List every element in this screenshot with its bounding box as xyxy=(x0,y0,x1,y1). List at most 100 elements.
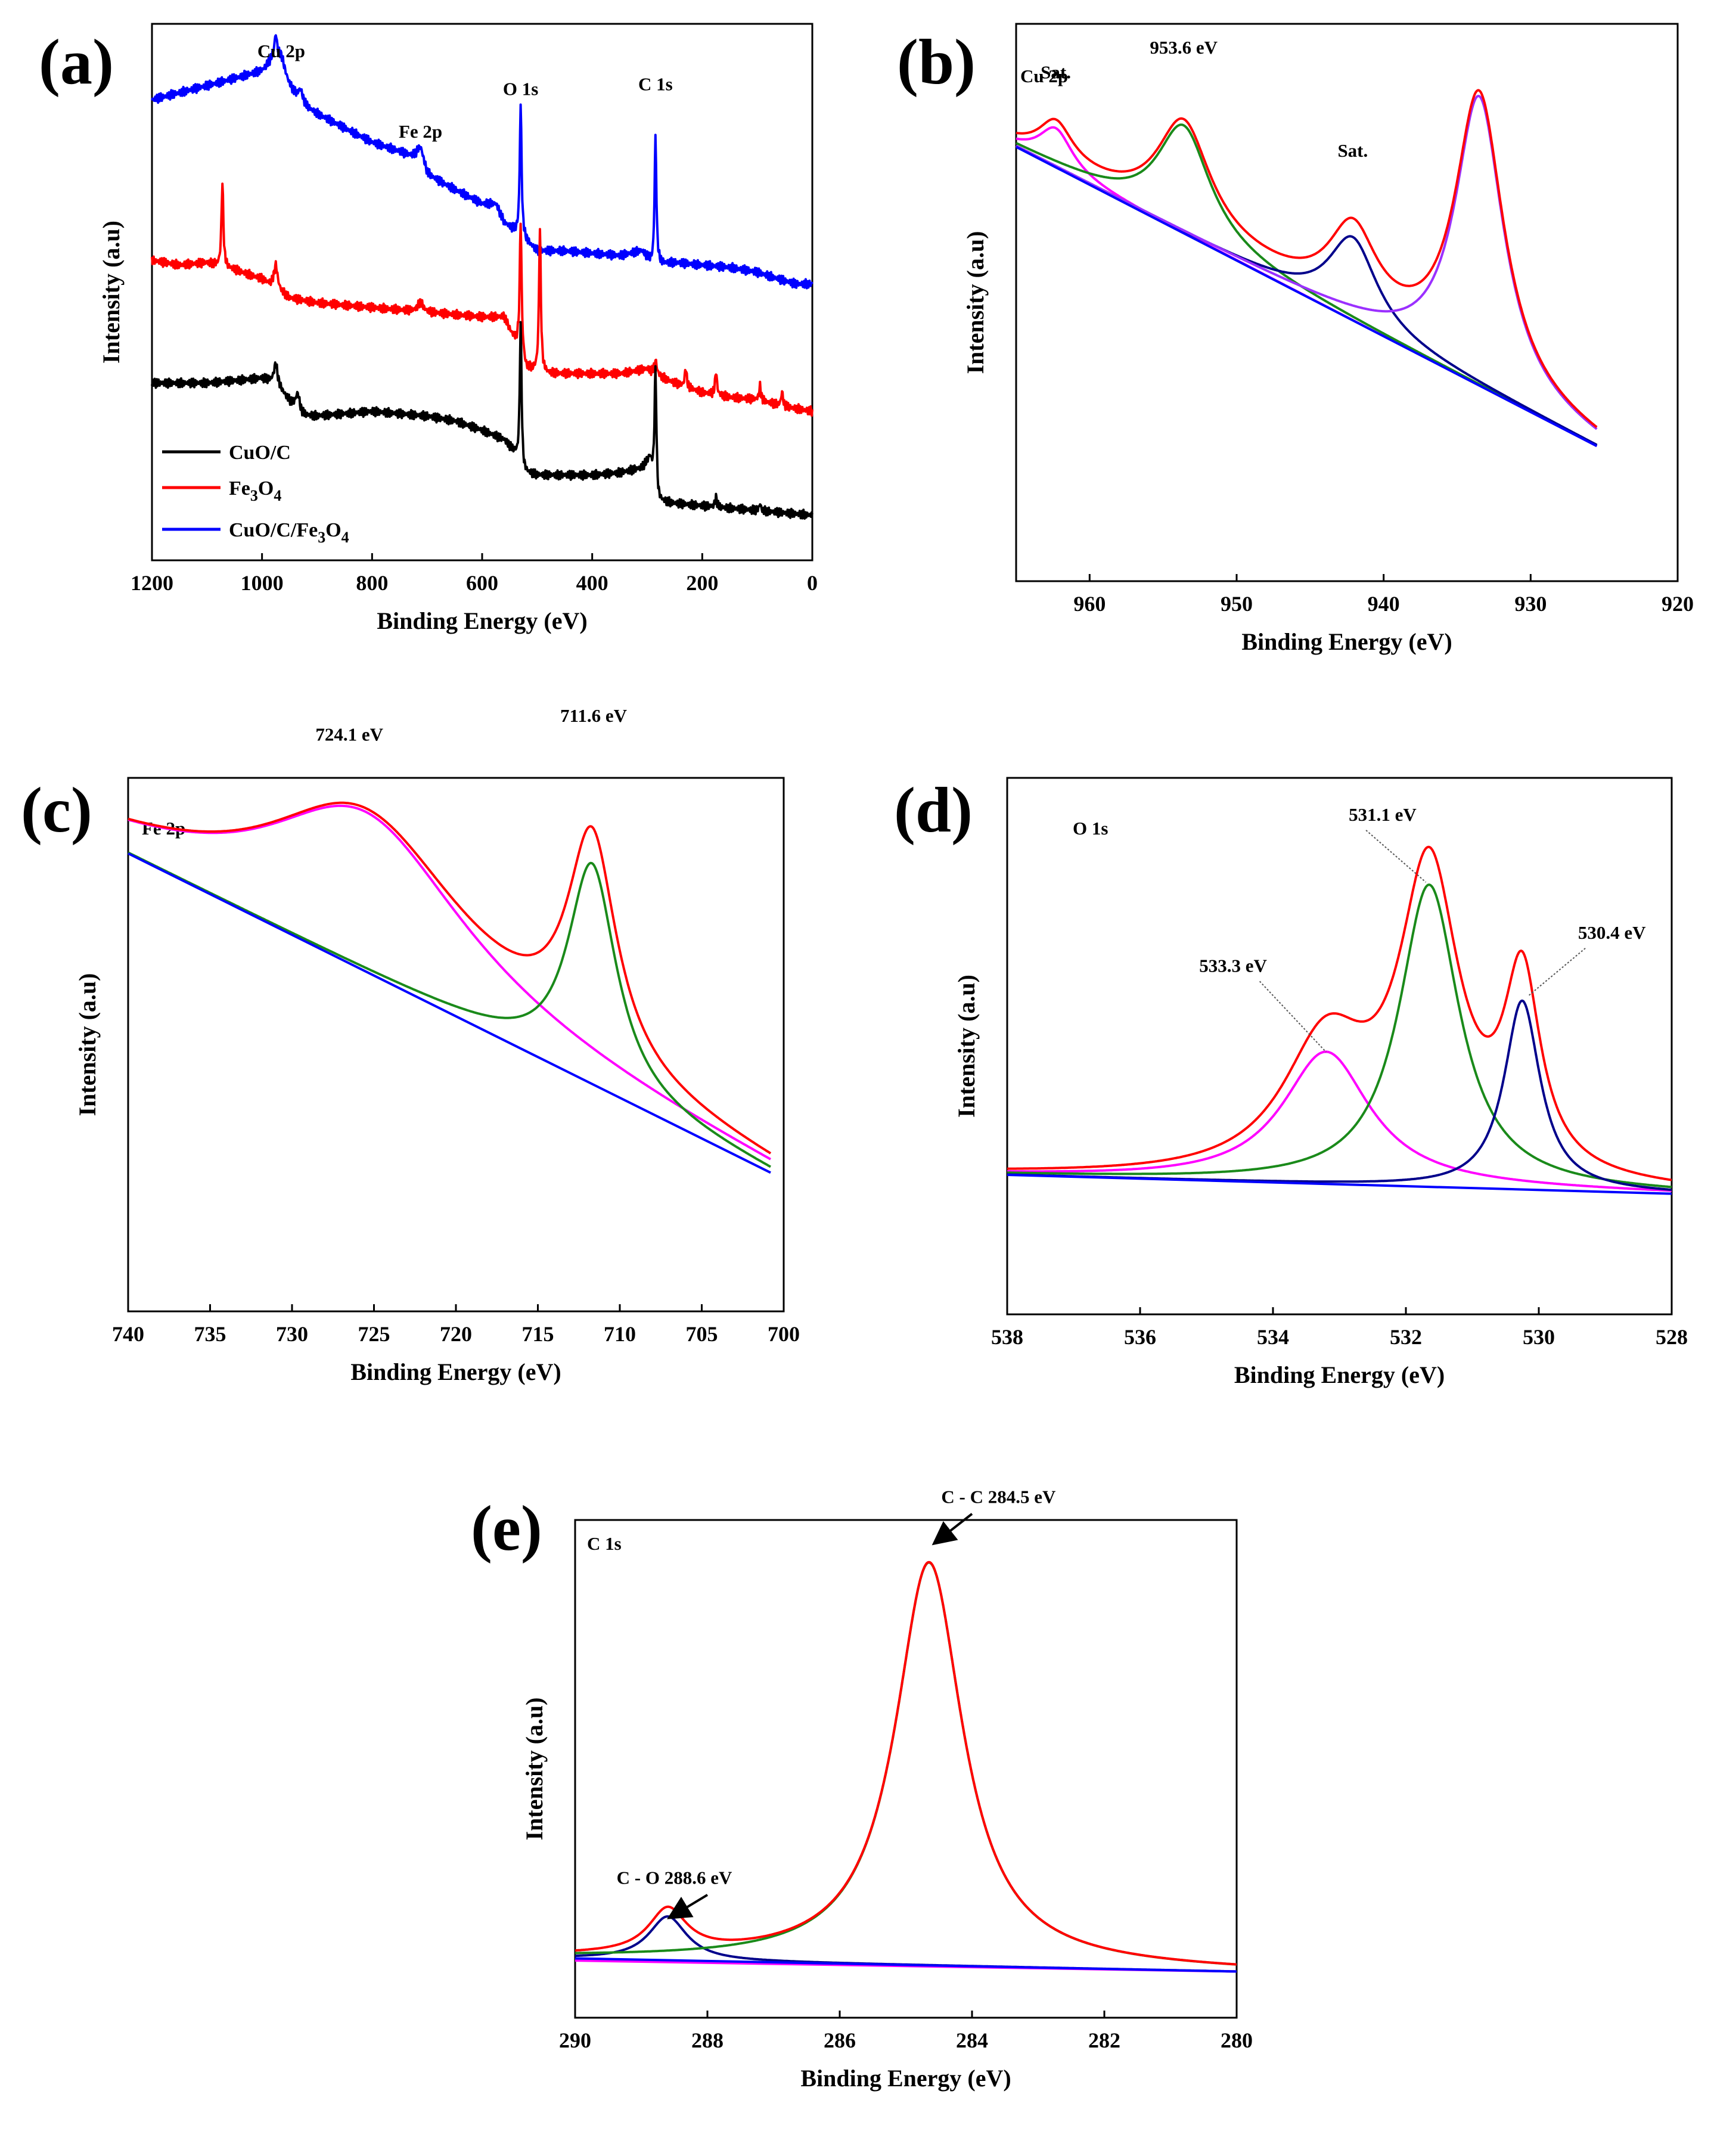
legend-label-cuo-c-fe3o4: CuO/C/Fe3O4 xyxy=(229,519,349,546)
series-line-cuo-c xyxy=(151,321,813,520)
envelope-curve xyxy=(1007,845,1672,1181)
series-line-fe3o4 xyxy=(151,182,813,417)
panel-c-fe2p-spectrum: (c) Fe 2p Intensity (a.u) Binding Energy… xyxy=(21,705,800,1385)
panel-b-x-axis-title: Binding Energy (eV) xyxy=(1241,628,1452,655)
component-curve-711-6-ev xyxy=(128,851,771,1168)
x-tick-label: 534 xyxy=(1257,1325,1289,1349)
panel-b-y-axis-title: Intensity (a.u) xyxy=(962,231,989,374)
panel-e-x-axis-title: Binding Energy (eV) xyxy=(800,2065,1011,2092)
peak-annotation: 531.1 eV xyxy=(1349,804,1417,825)
arrow-c-c xyxy=(931,1513,973,1546)
peak-annotation: 953.6 eV xyxy=(1150,37,1218,58)
panel-e-y-axis-title: Intensity (a.u) xyxy=(521,1697,548,1840)
x-tick-label: 280 xyxy=(1221,2028,1253,2052)
x-tick-label: 735 xyxy=(194,1322,226,1346)
x-tick-label: 715 xyxy=(522,1322,554,1346)
arrow-c-o xyxy=(667,1894,709,1919)
x-tick-label: 528 xyxy=(1656,1325,1688,1349)
panel-d-letter: (d) xyxy=(894,775,973,846)
x-tick-label: 700 xyxy=(768,1322,800,1346)
panel-e-c1s-spectrum: (e) C 1s Intensity (a.u) Binding Energy … xyxy=(471,1486,1253,2092)
x-tick-label: 1200 xyxy=(131,571,173,595)
peak-annotation: C - C 284.5 eV xyxy=(941,1486,1056,1507)
x-tick-label: 288 xyxy=(691,2028,724,2052)
panel-c-letter: (c) xyxy=(21,775,92,846)
x-tick-label: 710 xyxy=(604,1322,636,1346)
x-tick-label: 600 xyxy=(466,571,498,595)
x-tick-label: 950 xyxy=(1221,592,1253,616)
peak-annotation: Fe 2p xyxy=(399,121,442,142)
panel-a-legend: CuO/C Fe3O4 CuO/C/Fe3O4 xyxy=(162,442,349,546)
panel-a-letter: (a) xyxy=(39,27,114,98)
x-tick-label: 530 xyxy=(1523,1325,1555,1349)
panel-b-title: Cu 2p xyxy=(1020,66,1068,86)
panel-frame xyxy=(1006,777,1673,1316)
peak-annotation: C 1s xyxy=(638,74,673,95)
x-tick-label: 730 xyxy=(276,1322,308,1346)
component-curve-531-1-ev xyxy=(1007,883,1672,1189)
peak-annotation: 711.6 eV xyxy=(560,705,628,726)
peak-annotation: Sat. xyxy=(1041,61,1071,82)
panel-a-survey-spectrum: (a) Intensity (a.u) Binding Energy (eV) … xyxy=(39,23,818,634)
peak-annotation: Cu 2p xyxy=(257,41,305,61)
x-tick-label: 720 xyxy=(440,1322,472,1346)
annotations: Cu 2p Fe 2p O 1s C 1s xyxy=(257,41,673,142)
envelope-curve xyxy=(1016,89,1598,429)
panel-d-o1s-spectrum: (d) O 1s Intensity (a.u) Binding Energy … xyxy=(894,775,1688,1388)
leader-line-530 xyxy=(1528,948,1586,996)
panel-e-title: C 1s xyxy=(587,1533,622,1554)
x-tick-label: 400 xyxy=(576,571,608,595)
x-tick-label: 930 xyxy=(1514,592,1547,616)
x-tick-label: 740 xyxy=(112,1322,144,1346)
x-tick-label: 284 xyxy=(956,2028,988,2052)
x-tick-label: 290 xyxy=(559,2028,591,2052)
x-tick-label: 1000 xyxy=(241,571,284,595)
x-tick-label: 200 xyxy=(686,571,718,595)
annotations: 724.1 eV 711.6 eV xyxy=(315,705,627,745)
x-tick-label: 282 xyxy=(1088,2028,1120,2052)
x-tick-label: 536 xyxy=(1124,1325,1156,1349)
panel-c-y-axis-title: Intensity (a.u) xyxy=(74,973,101,1116)
background-line xyxy=(1016,145,1598,448)
x-tick-label: 960 xyxy=(1073,592,1106,616)
panel-d-y-axis-title: Intensity (a.u) xyxy=(953,975,980,1118)
x-tick-label: 532 xyxy=(1390,1325,1422,1349)
leader-line-531 xyxy=(1365,830,1427,883)
component-curve-724-1-ev xyxy=(128,804,771,1161)
curves xyxy=(575,1561,1237,1973)
peak-annotation: 724.1 eV xyxy=(315,724,383,745)
envelope-curve xyxy=(575,1561,1237,1966)
curves xyxy=(1007,845,1672,1195)
curves xyxy=(151,34,813,520)
series-line-cuo-c-fe3o4 xyxy=(151,34,813,290)
peak-annotation: 530.4 eV xyxy=(1578,922,1646,943)
panel-b-letter: (b) xyxy=(897,27,976,98)
panel-d-title: O 1s xyxy=(1073,818,1108,839)
annotations: 531.1 eV 533.3 eV 530.4 eV xyxy=(1199,804,1646,976)
peak-annotation: 533.3 eV xyxy=(1199,955,1267,976)
legend-label-fe3o4: Fe3O4 xyxy=(229,477,281,504)
x-tick-label: 800 xyxy=(356,571,388,595)
legend-label-cuo-c: CuO/C xyxy=(229,442,291,464)
annotations: C - C 284.5 eV C - O 288.6 eV xyxy=(617,1486,1056,1888)
envelope-curve xyxy=(128,801,772,1155)
panel-b-cu2p-spectrum: (b) Cu 2p Intensity (a.u) Binding Energy… xyxy=(897,23,1694,655)
panel-frame xyxy=(574,1519,1238,2019)
peak-annotation: Sat. xyxy=(1337,140,1368,161)
panel-e-letter: (e) xyxy=(471,1493,542,1564)
panel-c-x-axis-title: Binding Energy (eV) xyxy=(350,1358,561,1385)
x-tick-label: 725 xyxy=(358,1322,390,1346)
x-tick-label: 0 xyxy=(807,571,818,595)
x-tick-label: 286 xyxy=(824,2028,856,2052)
panel-frame xyxy=(1015,23,1679,582)
panel-a-y-axis-title: Intensity (a.u) xyxy=(98,221,125,364)
x-tick-label: 940 xyxy=(1368,592,1400,616)
x-tick-label: 920 xyxy=(1662,592,1694,616)
background-line xyxy=(575,1957,1237,1973)
panel-d-x-axis-title: Binding Energy (eV) xyxy=(1234,1361,1445,1388)
peak-annotation: C - O 288.6 eV xyxy=(617,1868,732,1888)
x-tick-label: 705 xyxy=(686,1322,718,1346)
